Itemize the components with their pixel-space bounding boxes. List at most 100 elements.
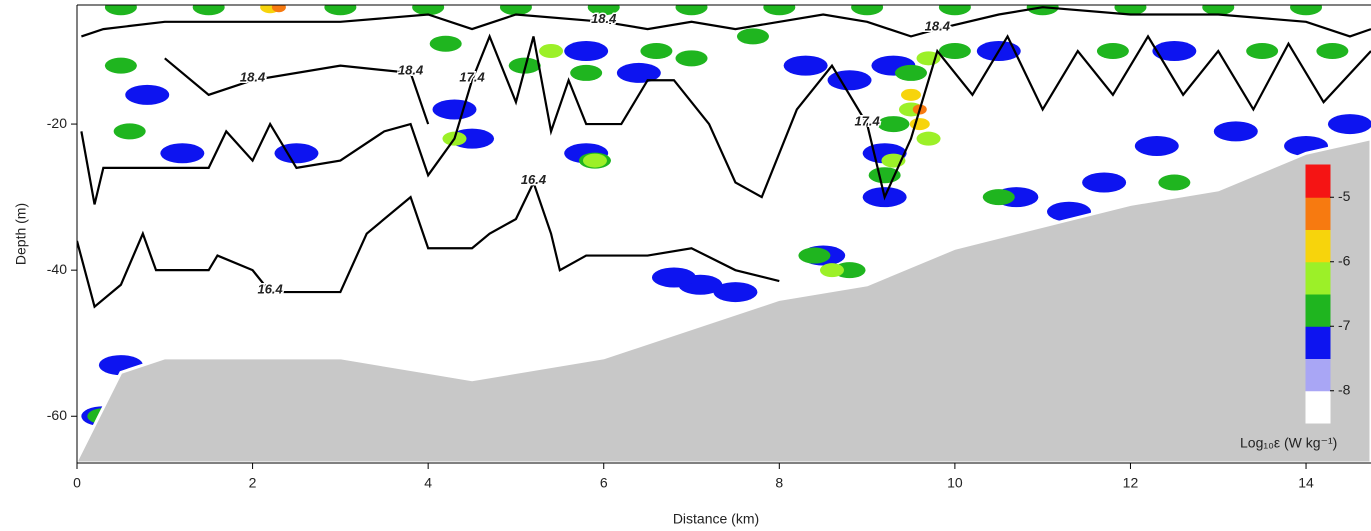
- colorbar-tick-label: -6: [1338, 252, 1351, 268]
- dissipation-patch: [582, 153, 607, 168]
- contour-label: 18.4: [591, 11, 617, 26]
- isopycnal: [80, 33, 1371, 205]
- dissipation-patch: [570, 64, 603, 81]
- y-tick-label: -20: [47, 115, 67, 131]
- colorbar-tick-label: -7: [1338, 317, 1351, 333]
- contour-label: 16.4: [257, 282, 283, 297]
- dissipation-patch: [429, 35, 462, 52]
- dissipation-patch: [569, 166, 638, 199]
- x-tick-label: 4: [424, 475, 432, 491]
- dissipation-patch: [763, 5, 796, 16]
- dissipation-patch: [736, 28, 769, 45]
- dissipation-patch: [125, 84, 170, 105]
- colorbar-swatch: [1305, 196, 1331, 230]
- dissipation-patch: [113, 123, 146, 140]
- x-axis-title: Distance (km): [673, 511, 759, 527]
- dissipation-patch: [675, 5, 708, 16]
- colorbar-tick-label: -8: [1338, 381, 1351, 397]
- dissipation-patch: [877, 116, 910, 133]
- x-tick-label: 0: [73, 475, 81, 491]
- x-tick-label: 2: [249, 475, 257, 491]
- dissipation-patch: [903, 108, 972, 141]
- dissipation-patch: [640, 43, 673, 60]
- dissipation-patch: [651, 267, 696, 288]
- dissipation-patch: [783, 55, 828, 76]
- dissipation-patch: [324, 5, 357, 16]
- dissipation-patch: [900, 88, 921, 101]
- x-tick-label: 14: [1298, 475, 1314, 491]
- dissipation-patch: [1202, 5, 1235, 16]
- contour-label: 18.4: [240, 70, 266, 85]
- x-tick-label: 6: [600, 475, 608, 491]
- dissipation-patch: [271, 5, 286, 13]
- dissipation-patch: [1114, 5, 1147, 16]
- dissipation-patch: [1246, 43, 1279, 60]
- dissipation-patch: [1134, 135, 1179, 156]
- dissipation-patch: [1082, 172, 1127, 193]
- dissipation-patch: [306, 20, 375, 53]
- dissipation-patch: [104, 57, 137, 74]
- dissipation-patch: [1158, 174, 1191, 191]
- colorbar-tick-label: -5: [1338, 188, 1351, 204]
- isopycnal: [81, 6, 1371, 38]
- dissipation-patch: [713, 282, 758, 303]
- dissipation-patch: [104, 5, 137, 16]
- x-tick-label: 10: [947, 475, 963, 491]
- dissipation-patch: [160, 143, 205, 164]
- colorbar-swatch: [1305, 261, 1331, 295]
- dissipation-patch: [499, 122, 568, 155]
- x-tick-label: 12: [1123, 475, 1139, 491]
- isopycnal: [164, 57, 430, 125]
- dissipation-patch: [1290, 5, 1323, 16]
- dissipation-patch: [481, 312, 550, 345]
- dissipation-patch: [367, 239, 436, 272]
- dissipation-patch: [916, 131, 941, 146]
- colorbar-swatch: [1305, 164, 1331, 198]
- contour-label: 17.4: [459, 70, 485, 85]
- colorbar-swatch: [1305, 293, 1331, 327]
- dissipation-patch: [850, 78, 919, 111]
- dissipation-patch: [539, 44, 564, 59]
- dissipation-patch: [920, 144, 989, 177]
- dissipation-patch: [432, 99, 477, 120]
- dissipation-patch: [95, 27, 164, 60]
- plot-area: 16.4 16.4 17.4 17.4 18.4 18.4 18.4 18.4: [77, 5, 1371, 463]
- dissipation-patch: [165, 239, 234, 272]
- dissipation-patch: [851, 5, 884, 16]
- dissipation-patch: [1327, 114, 1371, 135]
- dissipation-patch: [1152, 41, 1197, 62]
- colorbar-swatch: [1305, 229, 1331, 263]
- dissipation-patch: [1213, 121, 1258, 142]
- dissipation-patch: [569, 290, 638, 323]
- dissipation-patch: [274, 143, 319, 164]
- dissipation-patch: [909, 118, 930, 131]
- dissipation-patch: [798, 247, 831, 264]
- contour-label: 17.4: [854, 114, 880, 129]
- dissipation-patch: [1096, 43, 1129, 60]
- dissipation-patch: [815, 122, 884, 155]
- dissipation-patch: [587, 5, 620, 16]
- dissipation-patch: [438, 290, 507, 323]
- dissipation-patch: [262, 305, 331, 338]
- contour-label: 18.4: [398, 62, 424, 77]
- dissipation-patch: [616, 62, 661, 83]
- colorbar-swatch: [1305, 358, 1331, 392]
- dissipation-patch: [412, 5, 445, 16]
- dissipation-patch: [675, 50, 708, 67]
- y-tick-label: -60: [47, 407, 67, 423]
- dissipation-patch: [350, 78, 419, 111]
- dissipation-patch: [95, 327, 164, 360]
- colorbar-swatch: [1305, 390, 1331, 424]
- dissipation-patch: [244, 217, 313, 250]
- contour-label: 16.4: [521, 172, 547, 187]
- y-tick-label: -40: [47, 261, 67, 277]
- isopycnal: [77, 179, 780, 309]
- dissipation-patch: [130, 181, 199, 214]
- x-tick-label: 8: [775, 475, 783, 491]
- dissipation-patch: [819, 263, 844, 278]
- dissipation-patch: [894, 64, 927, 81]
- dissipation-patch: [727, 49, 796, 82]
- dissipation-patch: [564, 41, 609, 62]
